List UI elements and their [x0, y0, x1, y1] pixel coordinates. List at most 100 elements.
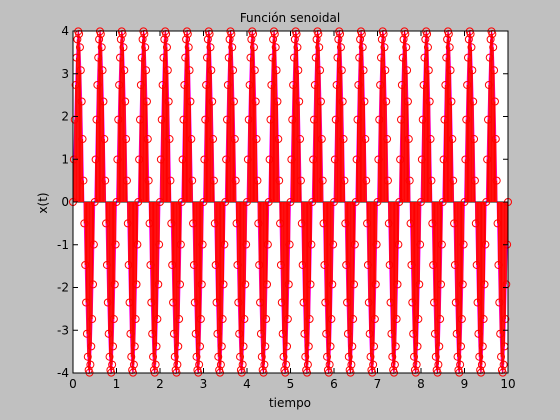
data-point-marker — [256, 298, 265, 307]
data-point-marker — [266, 115, 275, 124]
data-point-marker — [342, 260, 351, 269]
data-point-marker — [440, 115, 449, 124]
data-point-marker — [463, 80, 472, 89]
data-point-marker — [435, 342, 444, 351]
data-point-marker — [295, 97, 304, 106]
data-point-marker — [209, 135, 218, 144]
data-point-marker — [323, 352, 332, 361]
data-point-marker — [483, 155, 492, 164]
data-point-marker — [275, 176, 284, 185]
data-point-marker — [337, 66, 346, 75]
data-point-marker — [320, 260, 329, 269]
data-point-marker — [318, 176, 327, 185]
data-point-marker — [305, 315, 314, 324]
data-point-marker — [119, 43, 128, 52]
data-point-marker — [247, 35, 256, 44]
data-point-marker — [185, 66, 194, 75]
data-point-marker — [490, 97, 499, 106]
data-point-marker — [449, 176, 458, 185]
chart-title: Función senoidal — [240, 11, 340, 25]
data-point-marker — [310, 80, 319, 89]
data-point-marker — [127, 352, 136, 361]
data-point-marker — [267, 80, 276, 89]
data-point-marker — [274, 135, 283, 144]
data-point-marker — [321, 298, 330, 307]
data-point-marker — [406, 219, 415, 228]
data-point-marker — [327, 315, 336, 324]
data-point-marker — [239, 342, 248, 351]
data-point-marker — [396, 115, 405, 124]
data-point-marker — [94, 53, 103, 62]
data-point-marker — [297, 219, 306, 228]
data-point-marker — [82, 329, 91, 338]
data-point-marker — [358, 43, 367, 52]
data-point-marker — [431, 352, 440, 361]
data-point-marker — [428, 219, 437, 228]
data-point-marker — [309, 155, 318, 164]
data-point-marker — [344, 352, 353, 361]
data-point-marker — [256, 329, 265, 338]
data-point-marker — [195, 360, 204, 369]
data-point-marker — [124, 260, 133, 269]
data-point-marker — [437, 240, 446, 249]
data-point-marker — [245, 80, 254, 89]
data-point-marker — [481, 240, 490, 249]
data-point-marker — [457, 315, 466, 324]
data-point-marker — [308, 198, 317, 206]
data-point-marker — [376, 53, 385, 62]
data-point-marker — [284, 280, 293, 289]
data-point-marker — [233, 260, 242, 269]
data-point-marker — [430, 298, 439, 307]
data-point-marker — [404, 135, 413, 144]
data-point-marker — [228, 43, 237, 52]
data-point-marker — [98, 66, 107, 75]
data-point-marker — [105, 352, 114, 361]
data-point-marker — [89, 240, 98, 249]
data-point-marker — [217, 342, 226, 351]
data-point-marker — [88, 315, 97, 324]
data-point-marker — [213, 329, 222, 338]
data-point-marker — [405, 176, 414, 185]
data-point-marker — [448, 135, 457, 144]
data-point-marker — [142, 97, 151, 106]
data-point-marker — [272, 66, 281, 75]
data-layer — [69, 27, 512, 377]
x-tick-label: 10 — [500, 377, 515, 391]
data-point-marker — [372, 240, 381, 249]
data-point-marker — [493, 219, 502, 228]
data-point-marker — [156, 198, 164, 206]
data-point-marker — [81, 260, 90, 269]
data-point-marker — [364, 298, 373, 307]
data-point-marker — [184, 43, 193, 52]
x-tick-label: 5 — [287, 377, 295, 391]
data-point-marker — [114, 115, 123, 124]
data-point-marker — [463, 53, 472, 62]
data-point-marker — [289, 80, 298, 89]
data-point-marker — [370, 315, 379, 324]
data-point-marker — [188, 176, 197, 185]
data-point-marker — [73, 35, 82, 44]
data-point-marker — [371, 280, 380, 289]
data-point-marker — [353, 115, 362, 124]
data-point-marker — [112, 198, 121, 206]
data-point-marker — [377, 35, 386, 44]
data-point-marker — [370, 342, 379, 351]
data-point-marker — [317, 135, 326, 144]
data-point-marker — [138, 35, 147, 44]
data-point-marker — [355, 53, 364, 62]
data-point-marker — [309, 115, 318, 124]
data-point-marker — [126, 329, 135, 338]
data-point-marker — [243, 198, 251, 206]
data-point-marker — [144, 176, 153, 185]
data-point-marker — [224, 53, 233, 62]
data-point-marker — [494, 260, 503, 269]
data-point-marker — [283, 315, 292, 324]
data-point-marker — [111, 240, 120, 249]
data-point-marker — [326, 342, 335, 351]
data-point-marker — [236, 352, 245, 361]
data-point-marker — [282, 360, 291, 369]
data-point-marker — [477, 360, 486, 369]
data-point-marker — [287, 155, 296, 164]
data-point-marker — [484, 80, 493, 89]
data-point-marker — [71, 80, 80, 89]
